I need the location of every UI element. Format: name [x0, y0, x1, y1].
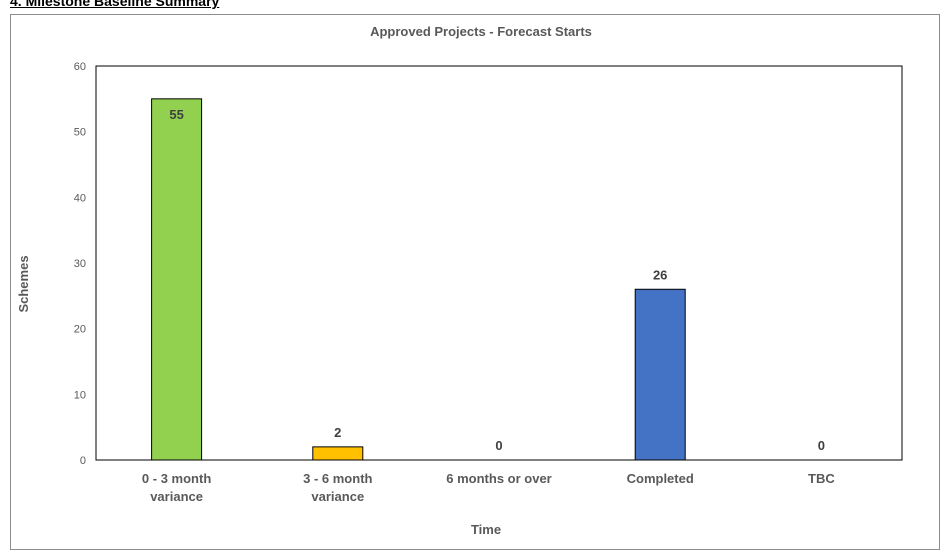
y-tick-label: 10 [74, 389, 86, 401]
y-tick-label: 60 [74, 61, 86, 73]
chart-container: Approved Projects - Forecast Starts Sche… [10, 14, 940, 550]
section-heading: 4. Milestone Baseline Summary [10, 0, 220, 9]
x-tick-label: 3 - 6 month variance [303, 471, 372, 504]
x-tick-label: Completed [627, 471, 694, 486]
x-tick-label: 0 - 3 month variance [142, 471, 211, 504]
bar [634, 288, 686, 461]
y-tick-label: 50 [74, 127, 86, 139]
y-axis-label: Schemes [16, 255, 31, 312]
y-tick-label: 0 [80, 455, 86, 467]
bar [151, 98, 203, 461]
plot-area [95, 65, 903, 461]
data-label: 0 [495, 438, 502, 453]
x-axis-label: Time [471, 522, 501, 537]
data-label: 0 [818, 438, 825, 453]
bar [312, 446, 364, 461]
data-label: 55 [169, 107, 183, 122]
x-tick-label: TBC [808, 471, 835, 486]
x-tick-label: 6 months or over [446, 471, 551, 486]
data-label: 26 [653, 267, 667, 282]
y-tick-label: 40 [74, 192, 86, 204]
chart-title: Approved Projects - Forecast Starts [370, 24, 592, 39]
y-tick-label: 20 [74, 324, 86, 336]
y-tick-label: 30 [74, 258, 86, 270]
bar-chart: Approved Projects - Forecast Starts Sche… [16, 24, 903, 537]
data-label: 2 [334, 425, 341, 440]
